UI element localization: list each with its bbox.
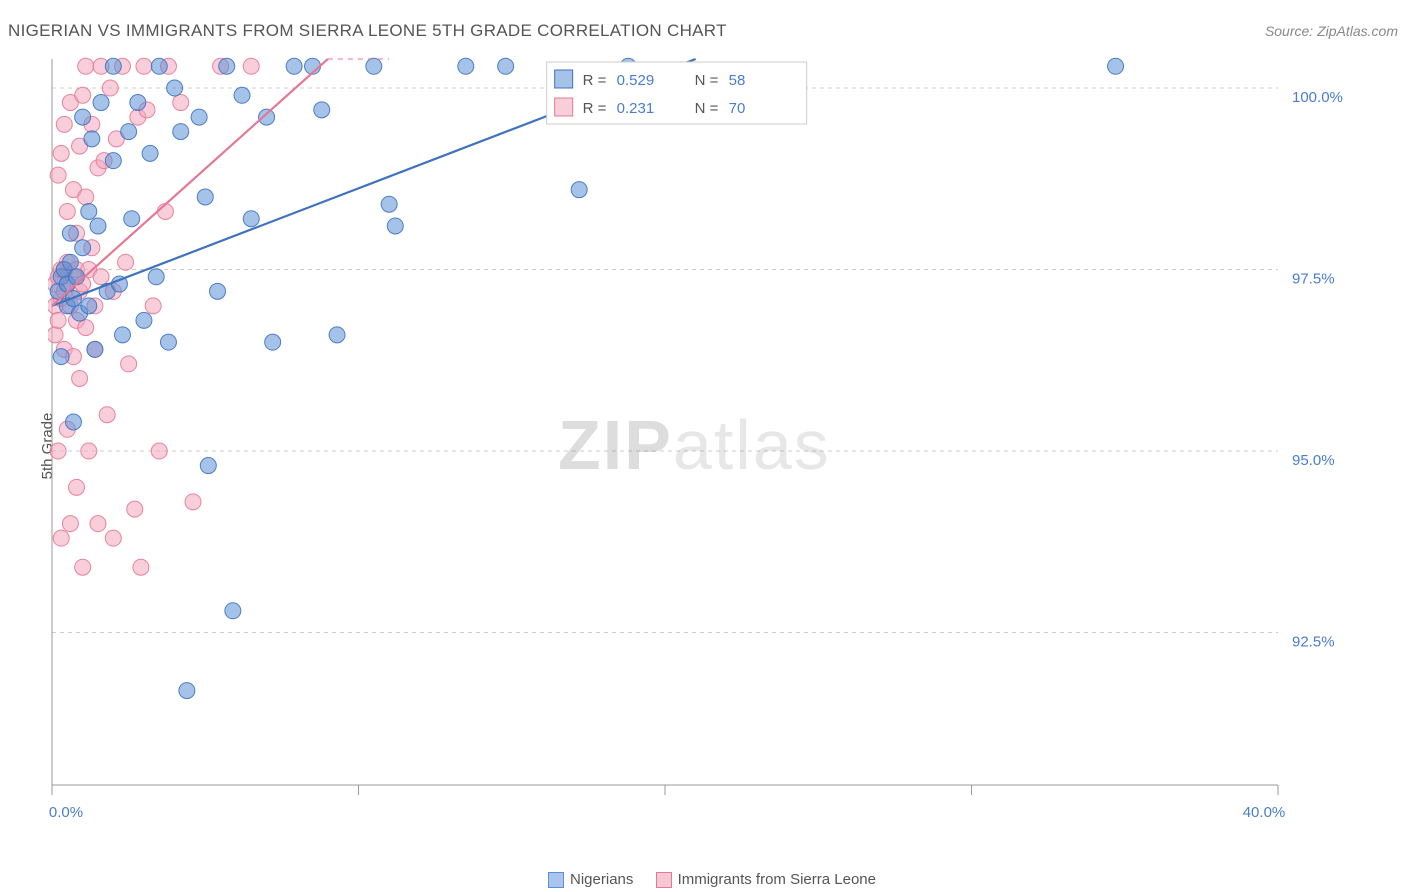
svg-text:97.5%: 97.5%	[1292, 271, 1335, 288]
source-label: Source: ZipAtlas.com	[1265, 23, 1398, 39]
svg-text:0.0%: 0.0%	[49, 804, 83, 821]
legend-swatch-sierra-leone	[656, 872, 672, 888]
svg-text:N =: N =	[695, 72, 719, 89]
legend-label-nigerians: Nigerians	[570, 871, 633, 888]
legend-swatch-nigerians	[548, 872, 564, 888]
chart-title: NIGERIAN VS IMMIGRANTS FROM SIERRA LEONE…	[8, 21, 727, 41]
svg-text:92.5%: 92.5%	[1292, 634, 1335, 651]
bottom-legend: Nigerians Immigrants from Sierra Leone	[0, 871, 1406, 888]
svg-text:40.0%: 40.0%	[1243, 804, 1286, 821]
svg-text:95.0%: 95.0%	[1292, 452, 1335, 469]
header: NIGERIAN VS IMMIGRANTS FROM SIERRA LEONE…	[8, 16, 1398, 46]
svg-text:70: 70	[729, 100, 746, 117]
svg-text:58: 58	[729, 72, 746, 89]
svg-text:0.529: 0.529	[617, 72, 655, 89]
svg-text:0.231: 0.231	[617, 100, 655, 117]
plot-area: 92.5% 95.0% 97.5% 100.0% 0.0% 40.0% R = 0.529 N …	[48, 55, 1358, 825]
svg-text:R =: R =	[583, 100, 607, 117]
svg-text:N =: N =	[695, 100, 719, 117]
chart-svg: 92.5% 95.0% 97.5% 100.0% 0.0% 40.0% R = 0.529 N …	[48, 55, 1358, 825]
svg-text:R =: R =	[583, 72, 607, 89]
svg-text:100.0%: 100.0%	[1292, 89, 1343, 106]
legend-label-sierra-leone: Immigrants from Sierra Leone	[678, 871, 876, 888]
chart-container: NIGERIAN VS IMMIGRANTS FROM SIERRA LEONE…	[0, 0, 1406, 892]
